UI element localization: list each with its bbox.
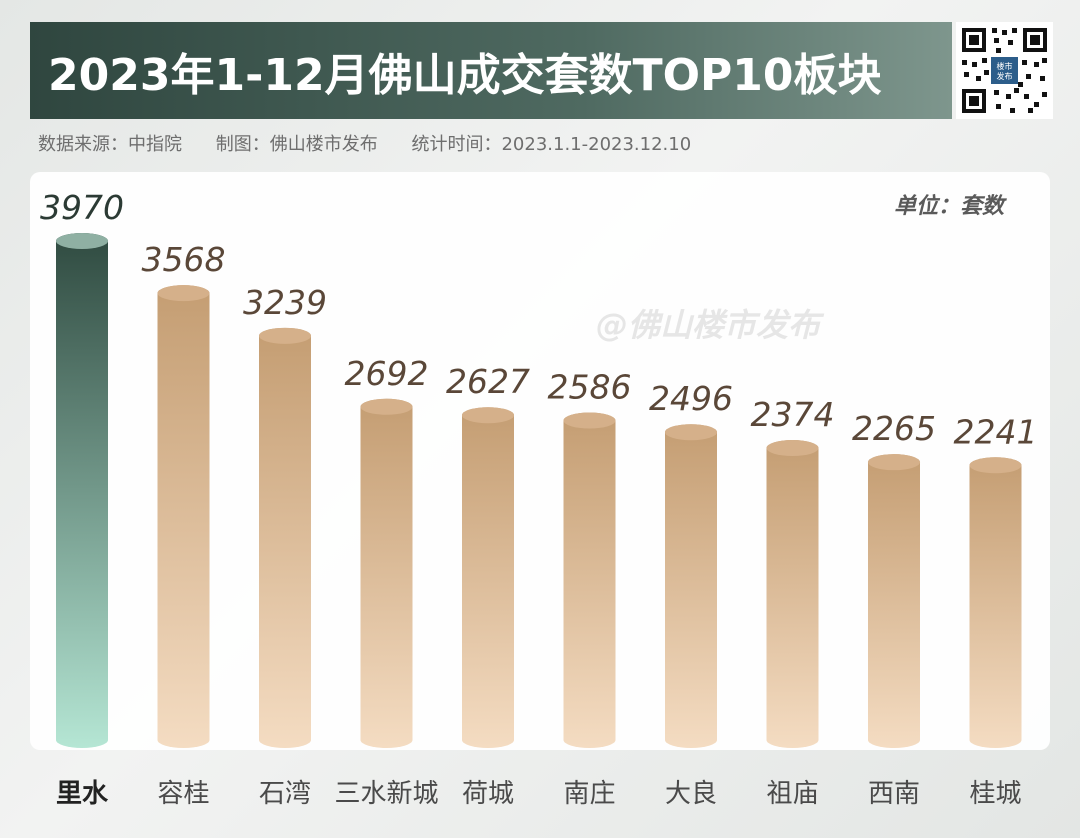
category-label-5: 南庄 bbox=[563, 779, 615, 809]
qr-code-icon: 楼市 发布 bbox=[956, 22, 1053, 119]
bar-7 bbox=[766, 440, 819, 748]
made-by-text: 制图：佛山楼市发布 bbox=[215, 134, 378, 155]
category-label-3: 三水新城 bbox=[334, 779, 438, 809]
bar-3 bbox=[360, 398, 413, 748]
value-label-9: 2241 bbox=[954, 412, 1038, 451]
category-label-4: 荷城 bbox=[462, 779, 514, 809]
bar-cap-4 bbox=[462, 407, 514, 424]
value-label-1: 3568 bbox=[142, 240, 226, 279]
bar-2 bbox=[259, 327, 311, 748]
bar-cap-6 bbox=[665, 424, 717, 441]
svg-text:发布: 发布 bbox=[997, 71, 1013, 81]
value-label-3: 2692 bbox=[345, 354, 429, 393]
value-label-8: 2265 bbox=[852, 409, 936, 448]
value-label-4: 2627 bbox=[446, 362, 530, 401]
bar-cap-7 bbox=[766, 440, 819, 457]
source-text: 数据来源：中指院 bbox=[38, 134, 182, 155]
bar-cap-0 bbox=[56, 233, 108, 249]
bar-cap-2 bbox=[259, 327, 311, 344]
bar-cap-3 bbox=[360, 398, 413, 415]
bar-9 bbox=[969, 457, 1022, 748]
bar-cap-9 bbox=[969, 457, 1022, 474]
bar-cap-1 bbox=[157, 285, 210, 302]
category-label-9: 桂城 bbox=[969, 779, 1021, 809]
bar-6 bbox=[665, 424, 717, 748]
bar-5 bbox=[563, 412, 616, 748]
svg-text:楼市: 楼市 bbox=[997, 61, 1013, 71]
value-label-7: 2374 bbox=[751, 395, 835, 434]
category-label-8: 西南 bbox=[868, 779, 920, 809]
category-label-6: 大良 bbox=[665, 779, 717, 809]
bar-cap-5 bbox=[563, 412, 616, 429]
title-bar: 2023年1-12月佛山成交套数TOP10板块 bbox=[30, 22, 952, 119]
watermark: @佛山楼市发布 bbox=[596, 306, 821, 344]
category-label-7: 祖庙 bbox=[766, 779, 818, 809]
subtitle: 数据来源：中指院 制图：佛山楼市发布 统计时间：2023.1.1-2023.12… bbox=[38, 130, 719, 156]
bar-4 bbox=[462, 407, 514, 748]
bar-0 bbox=[56, 233, 108, 748]
category-label-0: 里水 bbox=[56, 779, 109, 809]
period-text: 统计时间：2023.1.1-2023.12.10 bbox=[411, 134, 692, 155]
value-label-5: 2586 bbox=[548, 368, 632, 407]
unit-label: 单位：套数 bbox=[894, 194, 1005, 219]
value-label-2: 3239 bbox=[243, 283, 327, 322]
value-label-0: 3970 bbox=[40, 188, 124, 227]
value-label-6: 2496 bbox=[649, 379, 733, 418]
category-label-2: 石湾 bbox=[259, 779, 311, 809]
bar-8 bbox=[868, 454, 920, 748]
chart-title: 2023年1-12月佛山成交套数TOP10板块 bbox=[48, 49, 882, 101]
bar-cap-8 bbox=[868, 454, 920, 471]
bar-1 bbox=[157, 285, 210, 748]
category-label-1: 容桂 bbox=[157, 779, 209, 809]
